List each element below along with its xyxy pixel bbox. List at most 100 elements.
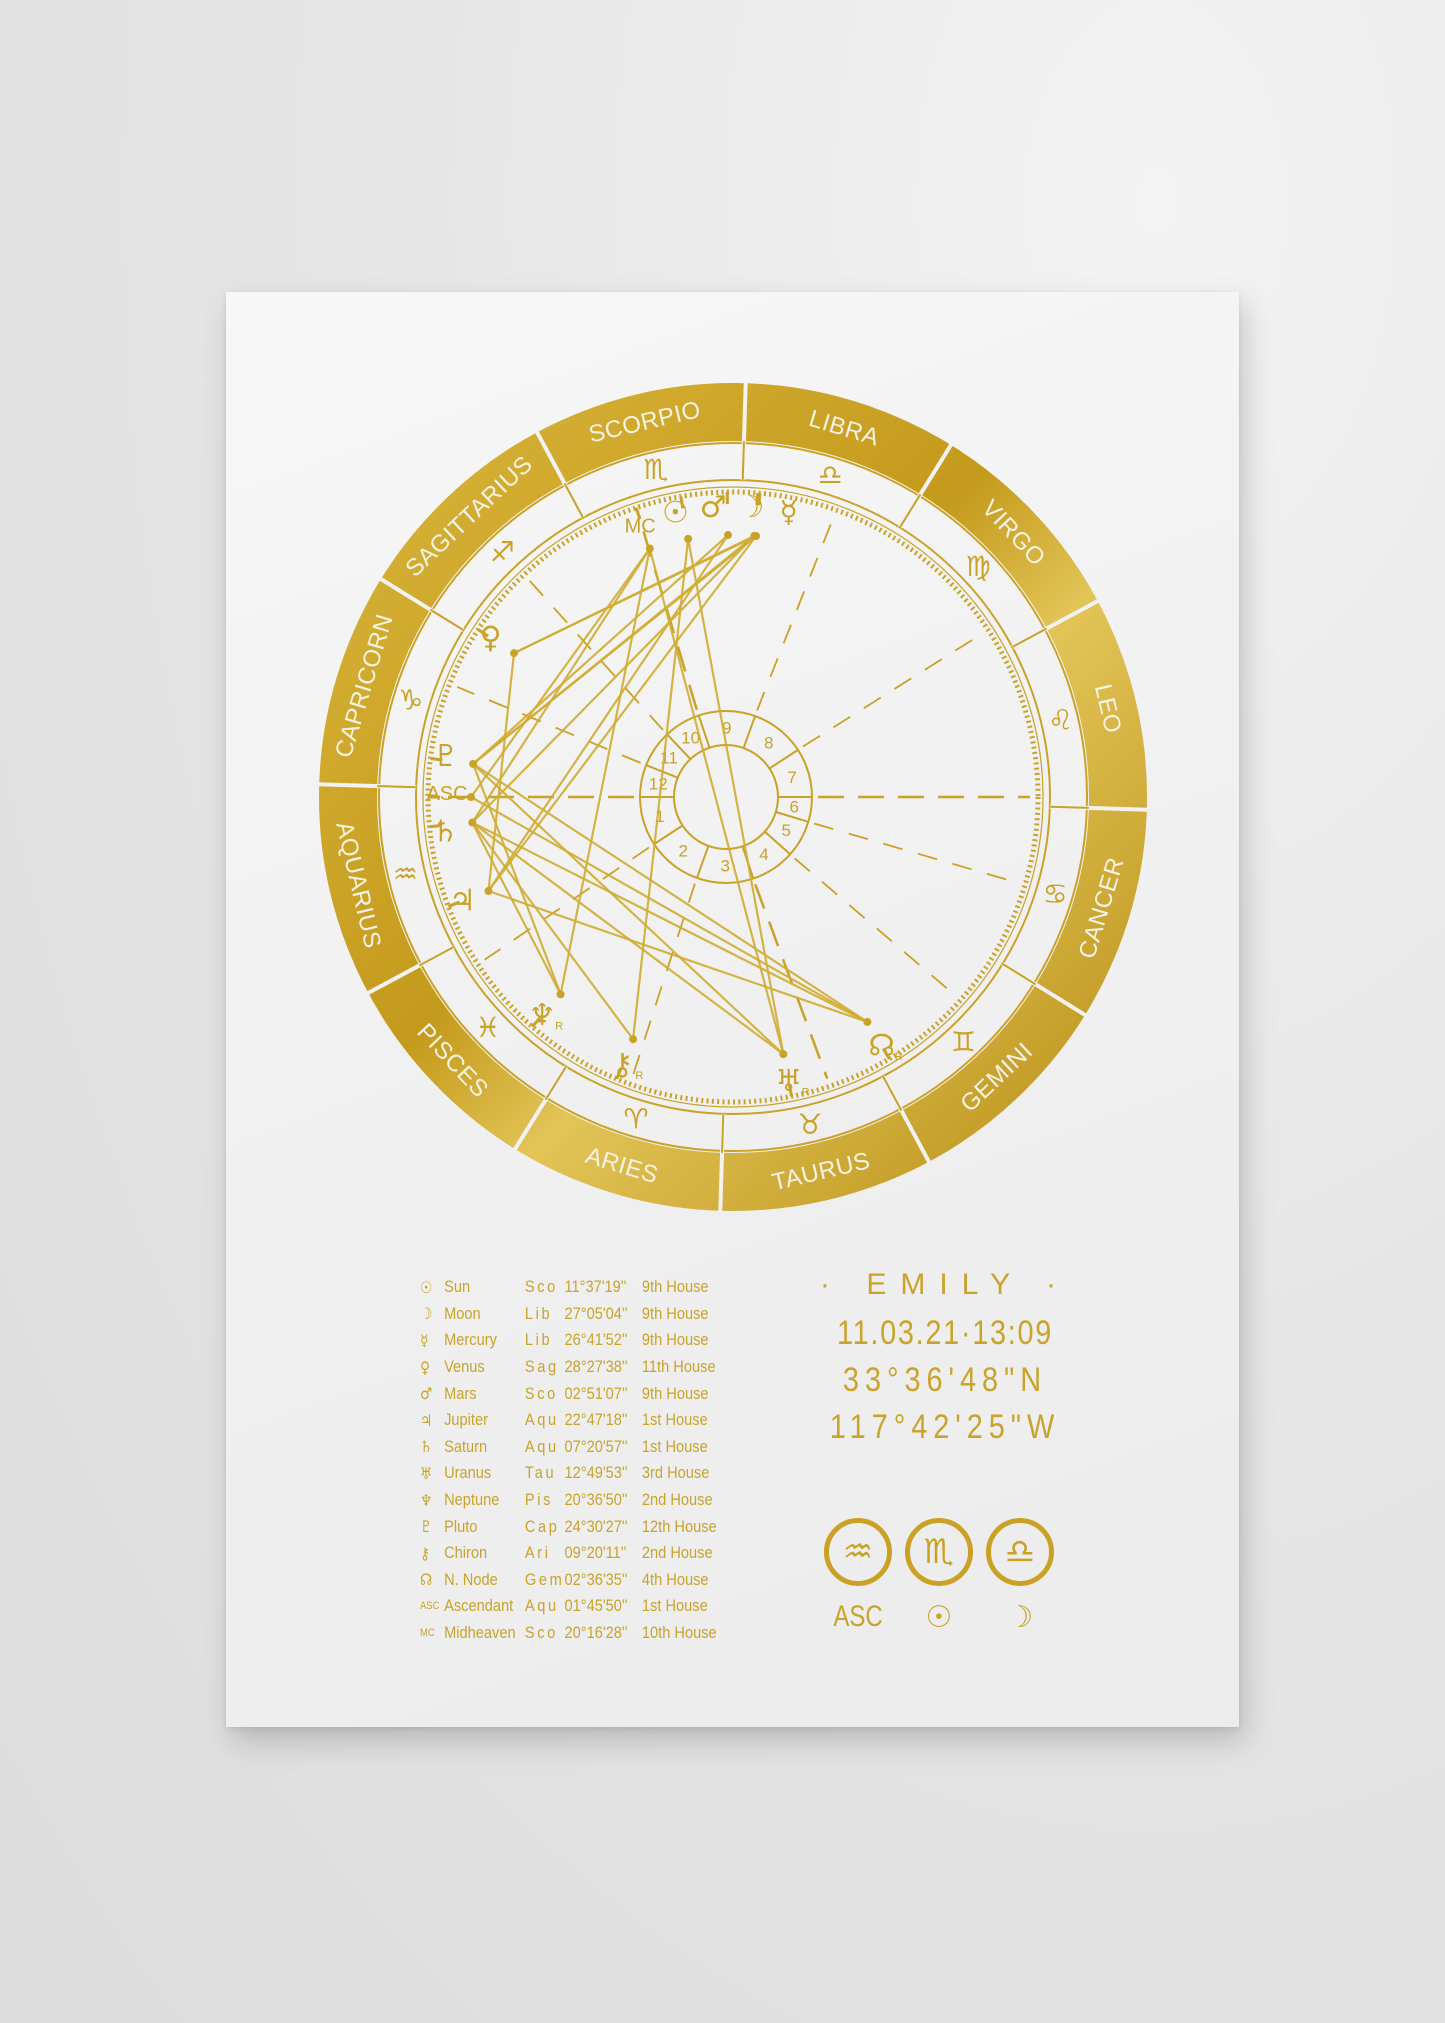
aspect-line [487,534,729,892]
planet-degree: 07°20'57'' [564,1436,628,1456]
planet-sign: Tau [524,1463,557,1483]
planet-tick [755,492,760,506]
house-number: 5 [781,821,790,840]
planet-tick [447,900,461,908]
planet-sign: Pis [524,1490,553,1510]
house-divider [653,824,684,845]
planet-point-dot [467,793,475,801]
sign-divider-inner [377,785,417,789]
aspect-line [471,821,634,1040]
table-row: ♆ Neptune Pis 20°36'50'' 2nd House [420,1487,713,1514]
gemini-glyph-icon: ♊ [951,1026,976,1059]
planet-tick [531,1016,542,1028]
sign-divider-inner [544,1066,567,1101]
planet-sign: Sag [524,1357,559,1377]
aspect-line [471,821,868,1023]
birth-info: · EMILY · 11.03.21·13:09 33°36'48"N 117°… [795,1268,1095,1455]
planet-name: Venus [444,1357,485,1377]
aspect-line [472,763,785,1055]
aspect-line [648,548,785,1055]
house-divider [666,733,692,760]
table-row: ☉ Sun Sco 11°37'19'' 9th House [420,1274,709,1301]
planet-point-dot [469,759,478,768]
retrograde-marker: R [895,1051,903,1063]
pisces-glyph-icon: ♓ [475,1011,500,1044]
planet-name: Chiron [444,1543,488,1563]
table-row: ☽ Moon Lib 27°05'04'' 9th House [420,1301,709,1328]
planet-sign: Lib [524,1303,553,1323]
sun-sign-badge: ♏ [905,1518,973,1586]
planet-name: Midheaven [444,1623,516,1643]
sign-divider-inner [741,441,745,481]
sign-divider-inner [899,493,922,528]
ascendant-sign-badge: ♒ [824,1518,892,1586]
table-row: MC Midheaven Sco 20°16'28'' 10th House [420,1620,717,1647]
planet-degree: 02°51'07'' [564,1383,628,1403]
house-cusp-line [754,883,829,1080]
planet-point-dot [645,544,654,553]
aspect-line [472,535,757,765]
table-row: ⚷ Chiron Ari 09°20'11'' 2nd House [420,1540,713,1567]
planet-sign: Lib [524,1330,553,1350]
sagittarius-glyph-icon: ♐ [490,535,515,568]
table-row: ♇ Pluto Cap 24°30'27'' 12th House [420,1513,717,1540]
house-number: 10 [681,728,700,747]
house-cusp-line [794,857,956,996]
house-divider [775,811,809,823]
planet-name: Ascendant [444,1596,514,1616]
planet-house: 2nd House [641,1490,713,1510]
moon-sign-badge: ♎ [986,1518,1054,1586]
planet-point-dot [484,887,493,896]
planet-point-dot [629,1035,638,1044]
planet-name: Neptune [444,1490,500,1510]
planet-degree: 02°36'35'' [564,1569,628,1589]
planet-glyph-icon: ♆ [420,1490,433,1510]
ascendant-label: ASC [833,1600,883,1633]
planet-glyph-icon: ASC [420,1600,440,1613]
mercury-glyph-icon: ☿ [779,495,797,530]
planet-point-dot [724,531,733,540]
planet-name: Moon [444,1303,481,1323]
uranus-glyph-icon: ♅ [775,1064,802,1099]
birth-longitude: 117°42'25"W [829,1408,1061,1446]
house-divider [764,830,791,856]
jupiter-glyph-icon: ♃ [449,884,476,919]
moon-icon: ☽ [1006,1600,1034,1635]
house-number: 7 [787,768,796,787]
planet-tick [881,1047,891,1060]
planet-sign: Sco [524,1383,558,1403]
sign-divider-inner [1011,627,1048,648]
planet-sign: Aqu [524,1436,559,1456]
house-cusp-line [756,517,835,711]
planet-degree: 26°41'52'' [564,1330,628,1350]
sign-divider-inner [1002,963,1037,986]
planet-point-dot [779,1050,788,1059]
leo-glyph-icon: ♌ [1048,703,1073,736]
sign-divider-inner [721,1113,725,1153]
table-row: ☿ Mercury Lib 26°41'52'' 9th House [420,1327,709,1354]
asc-glyph-icon: ASC [426,783,467,805]
planet-sign: Aqu [524,1410,559,1430]
planet-degree: 12°49'53'' [564,1463,628,1483]
sign-divider-inner [563,482,584,519]
planet-degree: 09°20'11'' [564,1543,627,1563]
planet-name: Jupiter [444,1410,488,1430]
venus-glyph-icon: ♀ [480,620,502,655]
sign-divider-inner [418,946,455,967]
planet-degree: 24°30'27'' [564,1516,628,1536]
planet-name: Saturn [444,1436,488,1456]
house-divider [697,715,711,749]
person-name: · EMILY · [820,1268,1070,1301]
planet-tick [757,493,762,506]
house-number: 2 [679,842,688,861]
planet-name: Uranus [444,1463,492,1483]
planet-tick [477,628,489,638]
house-divider [695,845,710,879]
planet-house: 1st House [641,1410,708,1430]
planet-glyph-icon: ♄ [420,1437,433,1457]
aspect-line [470,547,651,798]
sign-divider-inner [882,1075,903,1112]
planet-glyph-icon: ☉ [420,1277,433,1297]
house-number: 1 [655,807,664,826]
house-divider [742,715,757,749]
